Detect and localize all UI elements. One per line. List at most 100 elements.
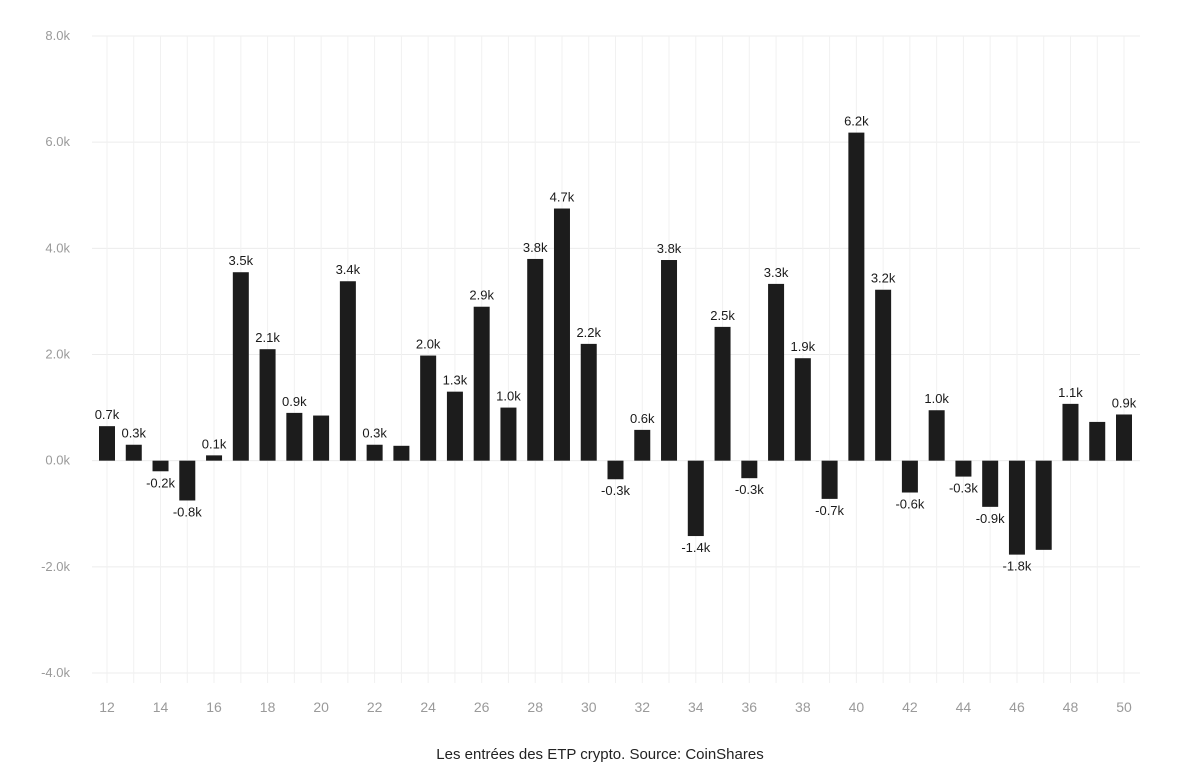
data-label: 3.5k — [229, 253, 254, 268]
x-tick-label: 26 — [474, 699, 490, 715]
data-label: 1.3k — [443, 373, 468, 388]
x-tick-label: 50 — [1116, 699, 1132, 715]
x-tick-label: 32 — [634, 699, 650, 715]
bar — [955, 460, 972, 477]
x-tick-label: 28 — [527, 699, 543, 715]
x-tick-label: 40 — [849, 699, 865, 715]
data-label: 3.3k — [764, 265, 789, 280]
bar — [339, 281, 356, 461]
x-axis: 12 14 16 18 20 22 24 26 28 30 32 34 36 38 40 42 44 46 48 50 — [99, 699, 1132, 715]
data-label: -0.2k — [146, 475, 175, 490]
y-tick-label: 6.0k — [45, 134, 70, 149]
data-label: 3.2k — [871, 271, 896, 286]
data-label: -0.3k — [949, 481, 978, 496]
bar — [152, 460, 169, 472]
bar — [714, 326, 731, 461]
chart-caption: Les entrées des ETP crypto. Source: Coin… — [436, 746, 764, 763]
bar — [259, 349, 276, 461]
y-tick-label: -2.0k — [41, 559, 70, 574]
x-tick-label: 46 — [1009, 699, 1025, 715]
bar — [928, 410, 945, 461]
data-label: 2.5k — [710, 308, 735, 323]
bar — [366, 444, 383, 461]
data-label: 3.8k — [523, 240, 548, 255]
x-tick-label: 12 — [99, 699, 115, 715]
bar — [527, 258, 544, 461]
y-tick-label: 4.0k — [45, 240, 70, 255]
data-label: -0.3k — [601, 483, 630, 498]
data-label: 0.9k — [1112, 395, 1137, 410]
bar — [1116, 414, 1132, 461]
bar — [313, 415, 330, 461]
bar — [875, 289, 892, 461]
x-tick-label: 38 — [795, 699, 811, 715]
data-label: 3.4k — [336, 262, 361, 277]
data-label: 1.0k — [924, 391, 949, 406]
x-tick-label: 42 — [902, 699, 918, 715]
data-label: -0.3k — [735, 482, 764, 497]
bar — [500, 407, 517, 461]
bar — [794, 358, 811, 461]
x-tick-label: 18 — [260, 699, 276, 715]
data-label: 3.8k — [657, 241, 682, 256]
bar — [1008, 460, 1025, 555]
bar-chart: 8.0k 6.0k 4.0k 2.0k 0.0k -2.0k -4.0k 12 14 16 18 2… — [41, 28, 1140, 715]
y-tick-label: 8.0k — [45, 28, 70, 43]
bar — [1035, 460, 1052, 550]
bar — [661, 260, 678, 461]
bar — [848, 132, 865, 461]
bar — [821, 460, 838, 499]
y-tick-label: 0.0k — [45, 453, 70, 468]
data-label: 1.0k — [496, 389, 521, 404]
data-label: -1.4k — [681, 540, 710, 555]
bar — [125, 444, 142, 461]
data-label: 1.9k — [791, 339, 816, 354]
data-label: 0.3k — [121, 426, 146, 441]
bar — [420, 355, 437, 461]
bar — [634, 429, 651, 461]
x-tick-label: 16 — [206, 699, 222, 715]
x-tick-label: 34 — [688, 699, 704, 715]
y-tick-label: 2.0k — [45, 347, 70, 362]
bar — [473, 306, 490, 461]
gridlines — [92, 35, 1140, 683]
data-label: -0.7k — [815, 503, 844, 518]
bar — [206, 455, 223, 461]
bar — [393, 445, 410, 461]
x-tick-label: 30 — [581, 699, 597, 715]
x-tick-label: 44 — [956, 699, 972, 715]
data-label: 6.2k — [844, 114, 869, 129]
x-tick-label: 48 — [1063, 699, 1079, 715]
bar — [901, 460, 918, 493]
bar — [768, 283, 785, 461]
data-label: 2.1k — [255, 330, 280, 345]
bar — [232, 272, 249, 461]
bar — [607, 460, 624, 480]
bar — [982, 460, 999, 507]
x-tick-label: 14 — [153, 699, 169, 715]
bar — [741, 460, 758, 479]
data-label: 0.9k — [282, 394, 307, 409]
bar — [687, 460, 704, 537]
bars — [99, 132, 1132, 555]
data-label: 2.0k — [416, 337, 441, 352]
bar — [99, 426, 115, 461]
data-label: 0.3k — [362, 426, 387, 441]
data-label: 1.1k — [1058, 385, 1083, 400]
bar — [553, 208, 570, 461]
bar — [1062, 403, 1079, 461]
data-label: 0.1k — [202, 436, 227, 451]
bar — [580, 343, 597, 461]
y-tick-label: -4.0k — [41, 665, 70, 680]
data-label: -1.8k — [1002, 559, 1031, 574]
data-label: 4.7k — [550, 190, 575, 205]
data-label: 0.7k — [95, 407, 120, 422]
data-label: 2.2k — [576, 325, 601, 340]
x-tick-label: 36 — [742, 699, 758, 715]
data-label: -0.9k — [976, 511, 1005, 526]
bar — [179, 460, 196, 501]
data-label: -0.8k — [173, 504, 202, 519]
x-tick-label: 22 — [367, 699, 383, 715]
bar — [1089, 421, 1106, 461]
x-tick-label: 20 — [313, 699, 329, 715]
